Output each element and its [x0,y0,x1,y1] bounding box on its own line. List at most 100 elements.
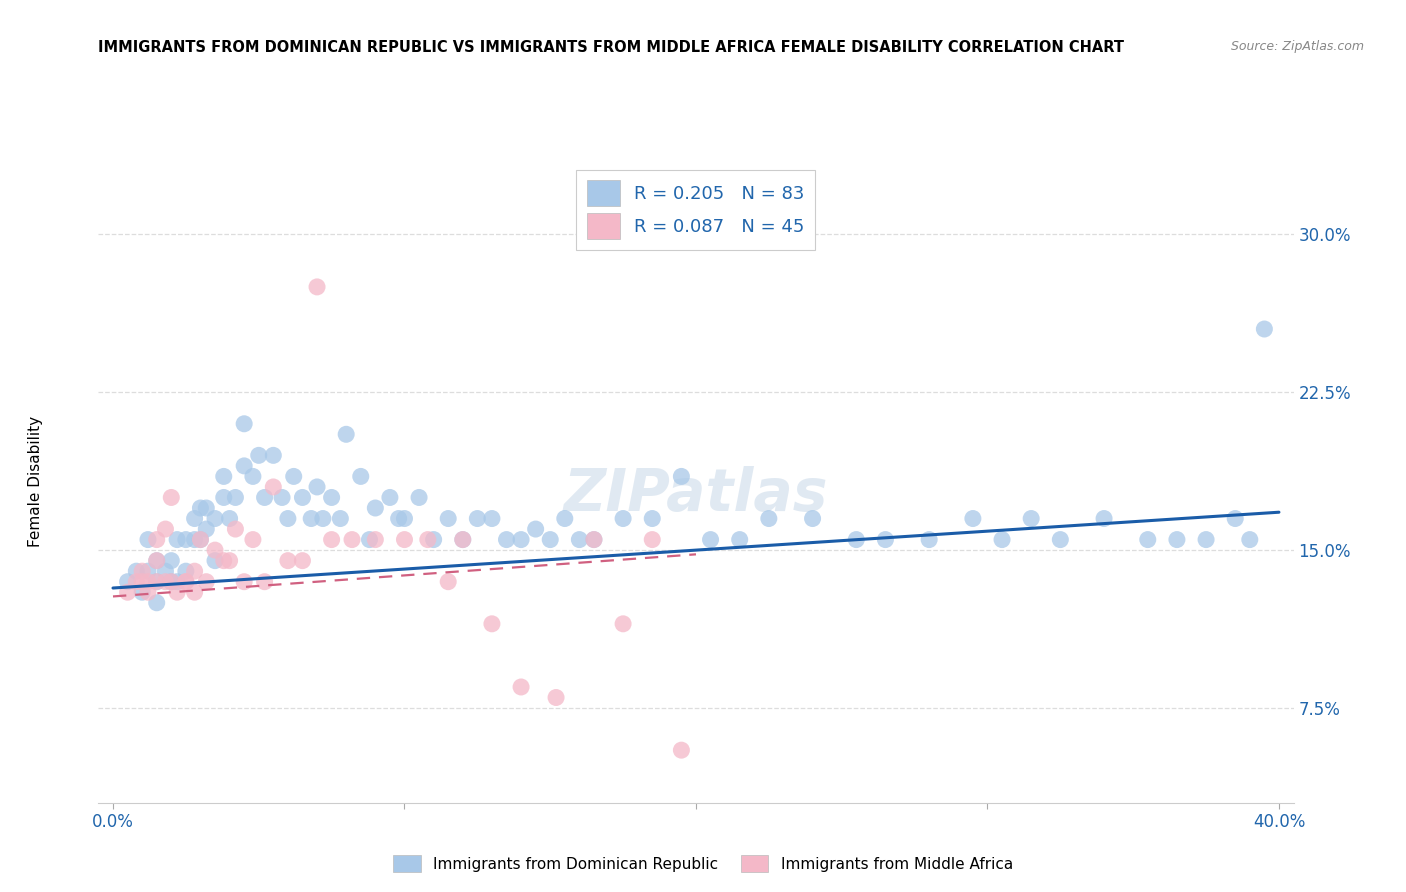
Point [166,574,188,589]
Point [145,596,167,610]
Legend: Immigrants from Dominican Republic, Immigrants from Middle Africa: Immigrants from Dominican Republic, Immi… [385,847,1021,880]
Point [174,574,197,589]
Point [510,680,533,694]
Point [131,585,153,599]
Point [155,564,177,578]
Point [183,511,205,525]
Point [224,491,246,505]
Point [1049,533,1071,547]
Point [918,533,941,547]
Point [160,574,183,589]
Point [136,574,159,589]
Point [253,491,276,505]
Point [160,554,183,568]
Point [195,522,218,536]
Point [359,533,381,547]
Point [174,574,197,589]
Point [145,554,167,568]
Point [991,533,1014,547]
Point [212,554,235,568]
Point [378,491,401,505]
Text: IMMIGRANTS FROM DOMINICAN REPUBLIC VS IMMIGRANTS FROM MIDDLE AFRICA FEMALE DISAB: IMMIGRANTS FROM DOMINICAN REPUBLIC VS IM… [98,40,1125,55]
Point [195,501,218,516]
Point [451,533,474,547]
Point [136,585,159,599]
Point [388,511,411,525]
Point [160,491,183,505]
Point [394,533,416,547]
Point [117,585,139,599]
Point [1092,511,1115,525]
Point [671,743,693,757]
Point [283,469,305,483]
Point [204,543,226,558]
Point [136,564,159,578]
Point [728,533,751,547]
Point [554,511,576,525]
Point [183,533,205,547]
Point [481,616,503,631]
Point [481,511,503,525]
Point [408,491,430,505]
Point [1136,533,1159,547]
Point [233,574,256,589]
Point [136,533,159,547]
Text: Source: ZipAtlas.com: Source: ZipAtlas.com [1230,40,1364,54]
Point [340,533,363,547]
Point [350,469,373,483]
Point [671,469,693,483]
Point [262,480,284,494]
Point [845,533,868,547]
Point [117,574,139,589]
Point [437,511,460,525]
Point [212,491,235,505]
Point [299,511,322,525]
Point [190,533,212,547]
Point [305,280,328,294]
Point [233,458,256,473]
Point [204,511,226,525]
Point [641,533,664,547]
Point [233,417,256,431]
Point [131,574,153,589]
Point [1225,511,1247,525]
Point [335,427,357,442]
Point [364,501,387,516]
Point [495,533,517,547]
Point [801,511,824,525]
Point [582,533,605,547]
Text: ZIPatlas: ZIPatlas [564,466,828,523]
Point [155,574,177,589]
Point [291,554,314,568]
Point [510,533,533,547]
Point [962,511,984,525]
Text: Female Disability: Female Disability [28,416,42,548]
Point [329,511,352,525]
Point [160,574,183,589]
Point [416,533,439,547]
Point [321,491,343,505]
Point [262,448,284,462]
Point [204,554,226,568]
Point [612,616,634,631]
Point [641,511,664,525]
Point [125,564,148,578]
Point [277,511,299,525]
Point [131,564,153,578]
Point [183,564,205,578]
Point [538,533,561,547]
Point [155,522,177,536]
Point [364,533,387,547]
Point [195,574,218,589]
Point [699,533,721,547]
Point [253,574,276,589]
Point [190,501,212,516]
Point [125,574,148,589]
Point [218,554,240,568]
Point [291,491,314,505]
Point [437,574,460,589]
Point [145,533,167,547]
Point [166,585,188,599]
Point [612,511,634,525]
Point [247,448,270,462]
